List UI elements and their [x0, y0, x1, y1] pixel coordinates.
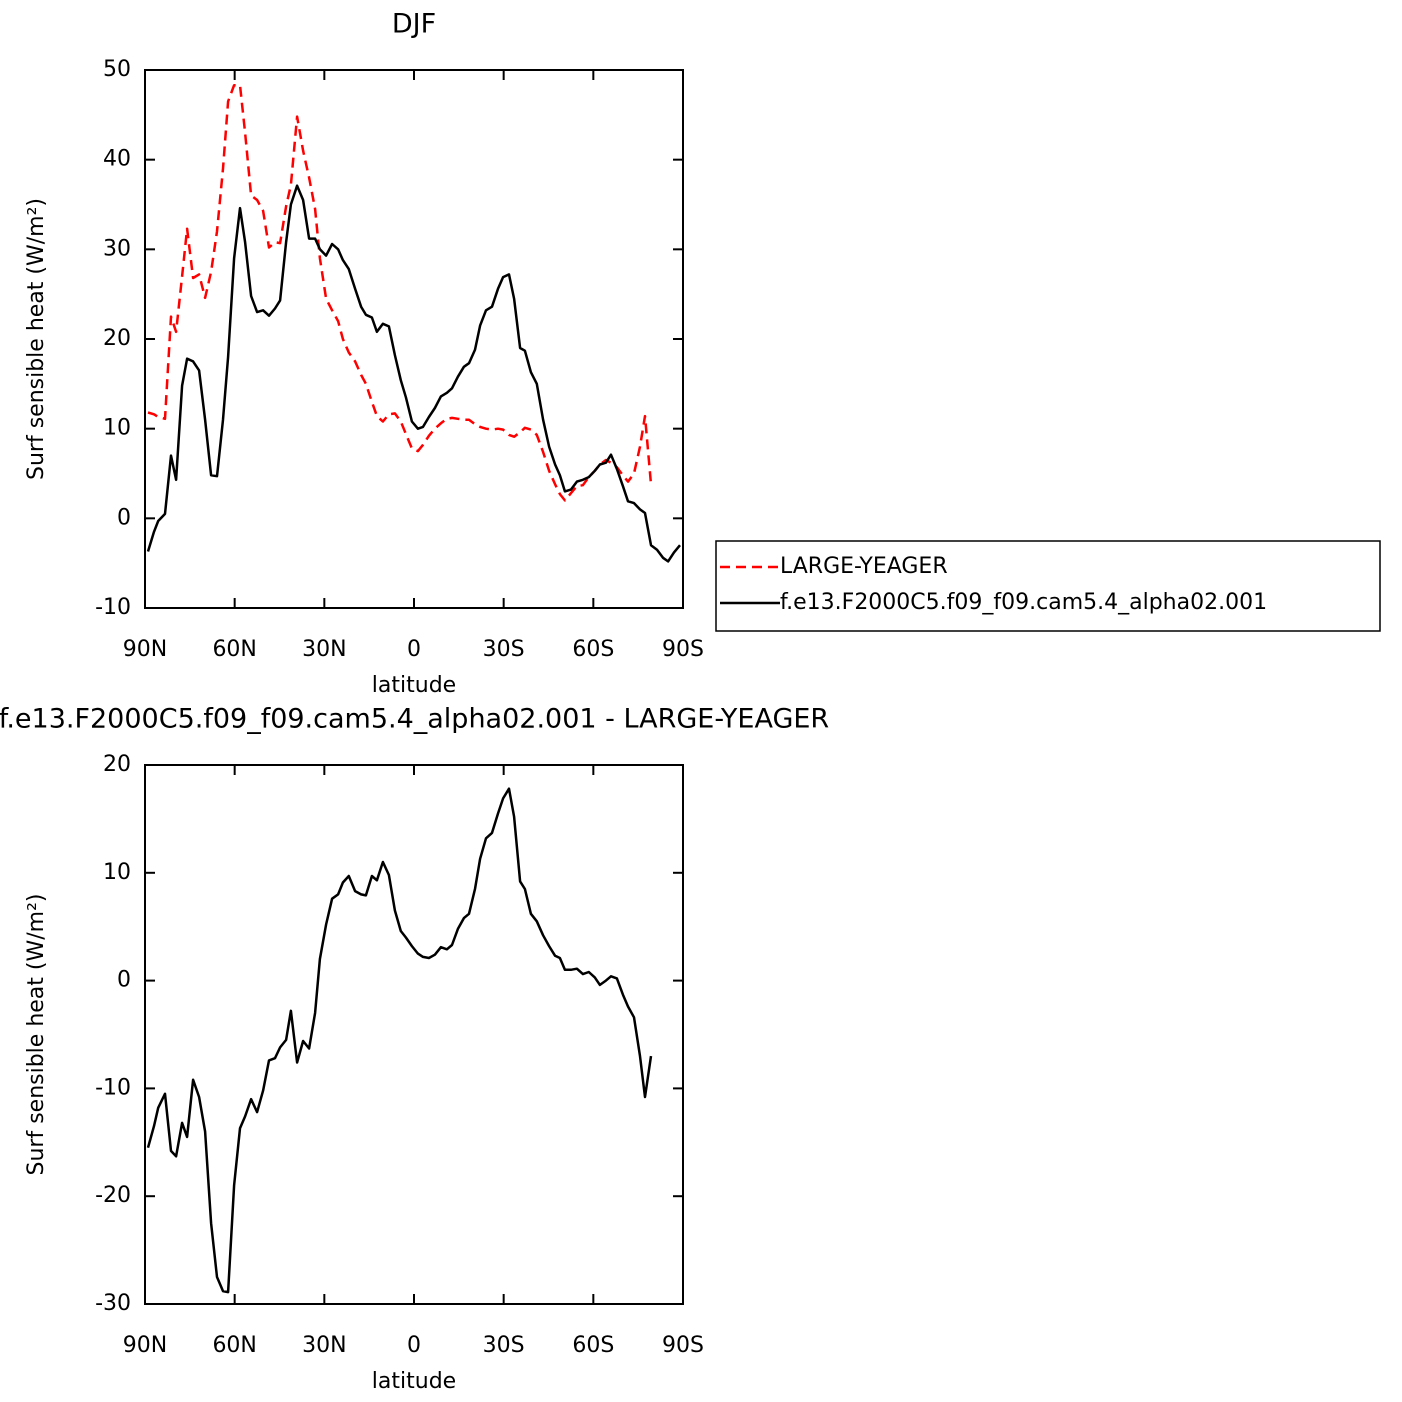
- legend-box: [715, 540, 1381, 632]
- x-tick-label: 90N: [123, 637, 167, 662]
- y-tick-label: 20: [103, 752, 131, 777]
- x-tick-label: 60S: [572, 637, 614, 662]
- y-tick-label: 0: [117, 968, 131, 993]
- chart-title: DJF: [392, 9, 436, 40]
- plot-frame: [144, 764, 684, 1305]
- data-line: [146, 787, 653, 1294]
- y-tick-label: 40: [103, 147, 131, 172]
- y-tick-label: -10: [95, 1075, 131, 1100]
- x-tick-label: 60N: [212, 1333, 256, 1358]
- legend-label: f.e13.F2000C5.f09_f09.cam5.4_alpha02.001: [780, 590, 1267, 615]
- x-axis-label: latitude: [372, 673, 456, 698]
- y-tick-label: 30: [103, 236, 131, 261]
- y-axis-label: Surf sensible heat (W/m²): [24, 894, 49, 1176]
- x-tick-label: 90N: [123, 1333, 167, 1358]
- y-tick-label: -30: [95, 1291, 131, 1316]
- x-tick-label: 60N: [212, 637, 256, 662]
- y-axis-label: Surf sensible heat (W/m²): [24, 198, 49, 480]
- legend-label: LARGE-YEAGER: [780, 554, 948, 579]
- x-tick-label: 0: [407, 637, 421, 662]
- x-tick-label: 30S: [483, 1333, 525, 1358]
- x-axis-label: latitude: [372, 1369, 456, 1394]
- data-line: [146, 184, 681, 563]
- y-tick-label: -10: [95, 595, 131, 620]
- x-tick-label: 90S: [662, 637, 704, 662]
- y-tick-label: 50: [103, 57, 131, 82]
- y-tick-label: 10: [103, 860, 131, 885]
- y-tick-label: -20: [95, 1183, 131, 1208]
- y-tick-label: 20: [103, 326, 131, 351]
- y-tick-label: 10: [103, 416, 131, 441]
- plot-frame: [144, 69, 684, 609]
- x-tick-label: 30S: [483, 637, 525, 662]
- x-tick-label: 0: [407, 1333, 421, 1358]
- x-tick-label: 30N: [302, 637, 346, 662]
- x-tick-label: 30N: [302, 1333, 346, 1358]
- data-line: [147, 83, 653, 502]
- x-tick-label: 90S: [662, 1333, 704, 1358]
- y-tick-label: 0: [117, 505, 131, 530]
- chart-title: f.e13.F2000C5.f09_f09.cam5.4_alpha02.001…: [0, 704, 829, 735]
- x-tick-label: 60S: [572, 1333, 614, 1358]
